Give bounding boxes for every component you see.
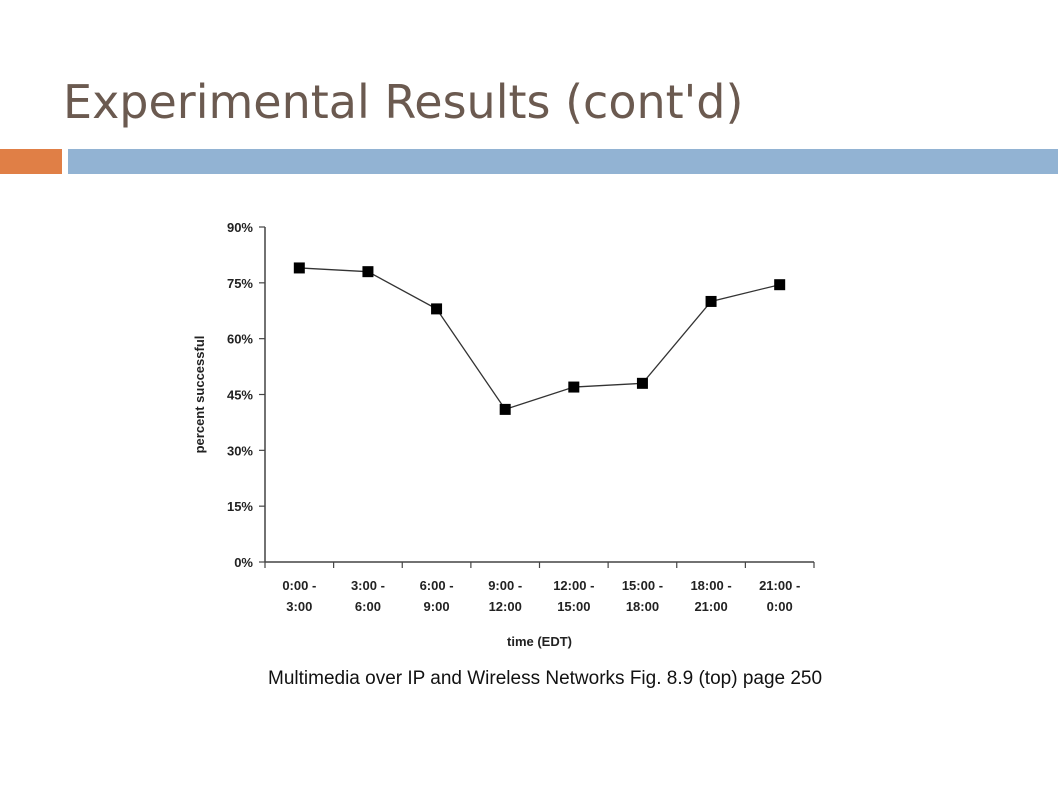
x-tick-label: 0:00 -: [282, 578, 316, 593]
data-point-marker: [431, 303, 443, 315]
x-tick-label: 18:00: [626, 599, 659, 614]
y-tick-label: 0%: [234, 555, 253, 570]
title-accent-bar-orange: [0, 149, 62, 174]
x-tick-label: 15:00 -: [622, 578, 663, 593]
x-tick-label: 15:00: [557, 599, 590, 614]
data-point-marker: [499, 403, 511, 415]
x-tick-label: 12:00: [489, 599, 522, 614]
title-accent-bar-blue: [68, 149, 1058, 174]
x-tick-label: 3:00 -: [351, 578, 385, 593]
figure-caption: Multimedia over IP and Wireless Networks…: [268, 668, 823, 689]
y-tick-label: 15%: [227, 499, 253, 514]
y-tick-label: 90%: [227, 220, 253, 235]
x-tick-label: 9:00: [424, 599, 450, 614]
y-axis-title: percent successful: [192, 336, 207, 454]
x-tick-label: 6:00: [355, 599, 381, 614]
data-point-marker: [705, 295, 717, 307]
series-line: [299, 267, 780, 411]
data-point-marker: [636, 377, 648, 389]
x-tick-label: 3:00: [286, 599, 312, 614]
x-tick-label: 0:00: [767, 599, 793, 614]
data-point-marker: [774, 279, 786, 291]
y-tick-label: 60%: [227, 332, 253, 347]
y-tick-label: 30%: [227, 443, 253, 458]
x-tick-label: 21:00: [694, 599, 727, 614]
x-tick-label: 18:00 -: [690, 578, 731, 593]
x-tick-label: 9:00 -: [488, 578, 522, 593]
y-tick-label: 45%: [227, 388, 253, 403]
slide-title: Experimental Results (cont'd): [63, 75, 744, 129]
x-tick-label: 6:00 -: [420, 578, 454, 593]
x-tick-label: 12:00 -: [553, 578, 594, 593]
y-tick-label: 75%: [227, 276, 253, 291]
data-point-marker: [568, 381, 580, 393]
x-axis-title: time (EDT): [507, 634, 572, 649]
x-tick-label: 21:00 -: [759, 578, 800, 593]
data-point-marker: [293, 262, 305, 274]
data-point-marker: [362, 266, 374, 278]
